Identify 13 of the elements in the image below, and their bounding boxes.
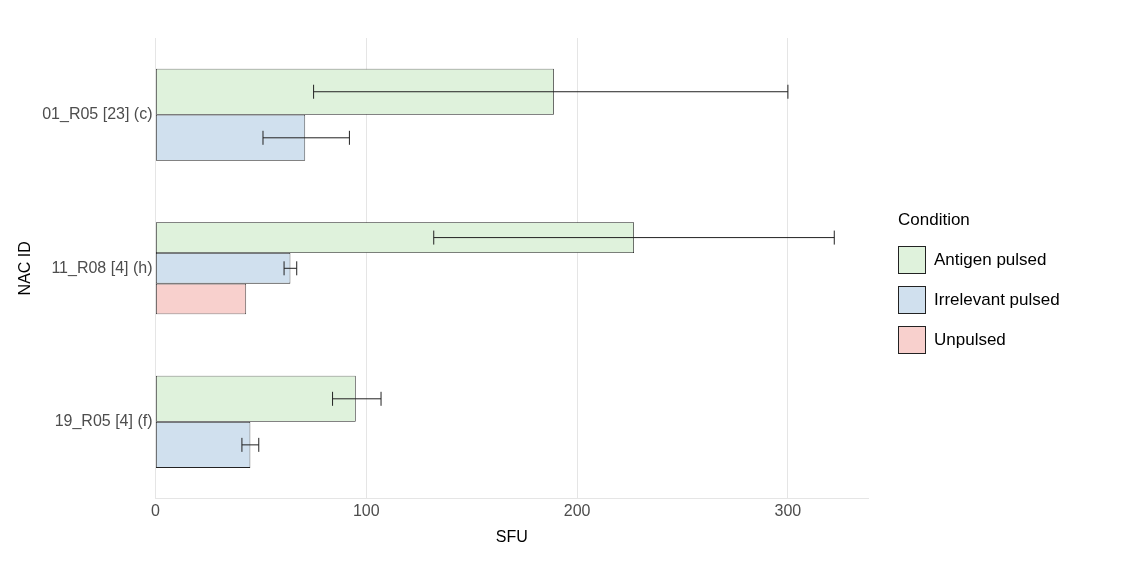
x-tick-label: 100 xyxy=(352,501,380,519)
legend-title: Condition xyxy=(898,209,971,230)
legend-label: Irrelevant pulsed xyxy=(934,289,1060,310)
legend-label: Antigen pulsed xyxy=(934,249,1047,270)
y-tick-label: 01_R05 [23] (c) xyxy=(42,105,153,124)
x-axis-title: SFU xyxy=(495,527,528,545)
x-tick-label: 300 xyxy=(774,501,802,519)
x-tick-label: 0 xyxy=(151,501,161,519)
y-tick-label: 11_R08 [4] (h) xyxy=(51,258,153,277)
legend-label: Unpulsed xyxy=(934,329,1006,350)
x-tick-label: 200 xyxy=(563,501,591,519)
y-axis-title: NAC ID xyxy=(16,241,34,296)
y-tick-label: 19_R05 [4] (f) xyxy=(54,412,153,431)
